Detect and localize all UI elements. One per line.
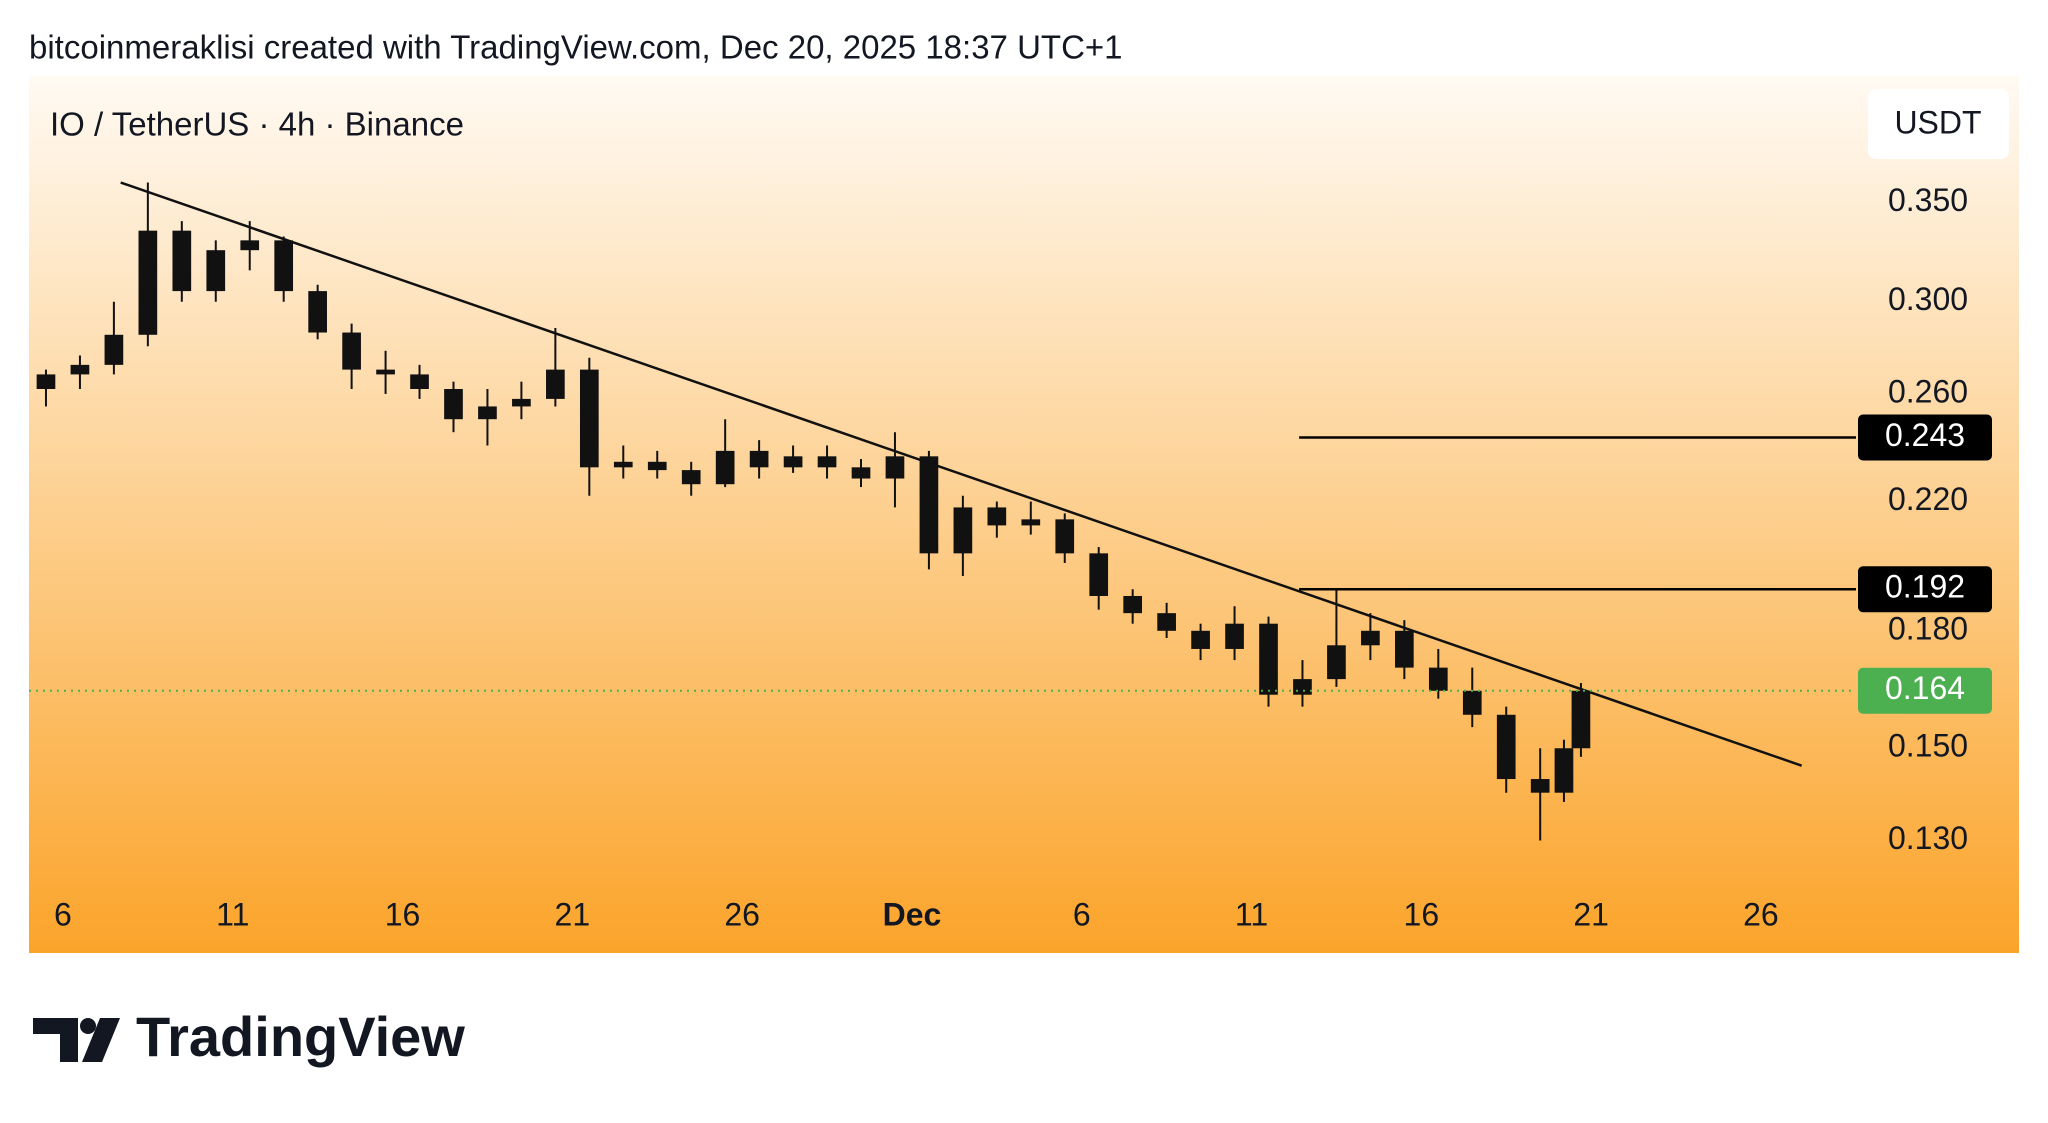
chart-pane: [29, 76, 2019, 953]
candle-body: [1571, 690, 1591, 749]
candle-body: [1395, 630, 1414, 668]
candle-body: [138, 230, 158, 335]
candle-body: [1554, 748, 1574, 793]
y-tick-label: 0.130: [1888, 820, 1968, 856]
price-label-box: [1858, 667, 1992, 714]
logo-icon: [80, 1018, 96, 1034]
chart-title: IO / TetherUS · 4h · Binance: [50, 106, 464, 143]
candle-body: [206, 250, 226, 292]
candle-body: [579, 369, 599, 468]
candle-body: [444, 388, 463, 420]
candle-body: [36, 374, 56, 389]
logo: TradingView: [33, 1005, 465, 1068]
candle-body: [410, 374, 429, 389]
candle-body: [1259, 623, 1278, 695]
x-tick-label: 11: [1235, 896, 1268, 932]
candle-body: [1157, 613, 1176, 631]
y-tick-label: 0.220: [1888, 481, 1968, 517]
axes: 0.350 0.300 0.260 0.220 0.180 0.150 0.130 6 11 16…: [54, 182, 1992, 932]
y-tick-label: 0.350: [1888, 182, 1968, 218]
candle-body: [70, 364, 90, 375]
candle-body: [308, 291, 327, 333]
plot: [29, 181, 1856, 841]
price-label-box: [1858, 414, 1992, 461]
candle-body: [1327, 645, 1346, 680]
candle-body: [1428, 667, 1448, 691]
x-tick-label: 6: [54, 896, 72, 932]
x-tick-label: Dec: [883, 896, 942, 932]
x-tick-label: 16: [385, 896, 421, 932]
logo-icon: [33, 1018, 78, 1062]
candle-body: [647, 461, 667, 471]
candle-body: [274, 240, 294, 292]
candle-body: [987, 507, 1007, 526]
x-tick-label: 21: [555, 896, 591, 932]
candle-body: [1055, 519, 1075, 554]
price-label: 0.243: [1885, 417, 1965, 453]
candle-body: [1361, 630, 1380, 646]
candle-body: [1462, 690, 1482, 715]
candle-body: [104, 334, 124, 365]
unit-box: [1868, 89, 2009, 159]
candle-body: [1089, 553, 1109, 596]
candle-body: [512, 398, 531, 407]
candle-body: [953, 507, 973, 554]
candle-body: [342, 332, 361, 370]
candle-body: [715, 450, 735, 485]
trendline: [120, 181, 1803, 767]
candle-body: [783, 456, 803, 468]
header: bitcoinmeraklisi created with TradingVie…: [29, 29, 1123, 66]
candle-body: [681, 470, 701, 485]
x-tick-label: 21: [1573, 896, 1609, 932]
unit-label: USDT: [1894, 104, 1981, 140]
y-tick-label: 0.300: [1888, 281, 1968, 317]
logo-text: TradingView: [136, 1005, 465, 1068]
candle-body: [1496, 714, 1516, 780]
x-tick-label: 11: [216, 896, 249, 932]
candle-body: [172, 230, 192, 292]
candle-body: [376, 369, 395, 375]
candle-body: [1530, 779, 1550, 793]
candle-body: [613, 461, 633, 468]
x-tick-label: 6: [1073, 896, 1091, 932]
candle-body: [851, 467, 871, 479]
candle-body: [919, 456, 939, 554]
logo-icon: [82, 1018, 120, 1062]
candle-body: [817, 456, 837, 468]
price-label: 0.192: [1885, 569, 1965, 605]
price-label: 0.164: [1885, 670, 1965, 706]
candle-body: [1225, 623, 1244, 649]
y-tick-label: 0.260: [1888, 373, 1968, 409]
x-tick-label: 16: [1404, 896, 1440, 932]
candle-body: [885, 456, 905, 479]
candle-body: [546, 369, 565, 399]
candle-body: [749, 450, 769, 468]
candle-body: [1123, 595, 1143, 614]
y-tick-label: 0.150: [1888, 728, 1968, 764]
x-tick-label: 26: [1743, 896, 1779, 932]
candle-body: [1293, 679, 1312, 695]
candle-body: [1191, 630, 1210, 649]
candle-body: [240, 240, 260, 251]
y-tick-label: 0.180: [1888, 610, 1968, 646]
price-label-box: [1858, 566, 1992, 613]
x-tick-label: 26: [724, 896, 760, 932]
candle-body: [478, 406, 497, 420]
candle-body: [1021, 519, 1041, 526]
